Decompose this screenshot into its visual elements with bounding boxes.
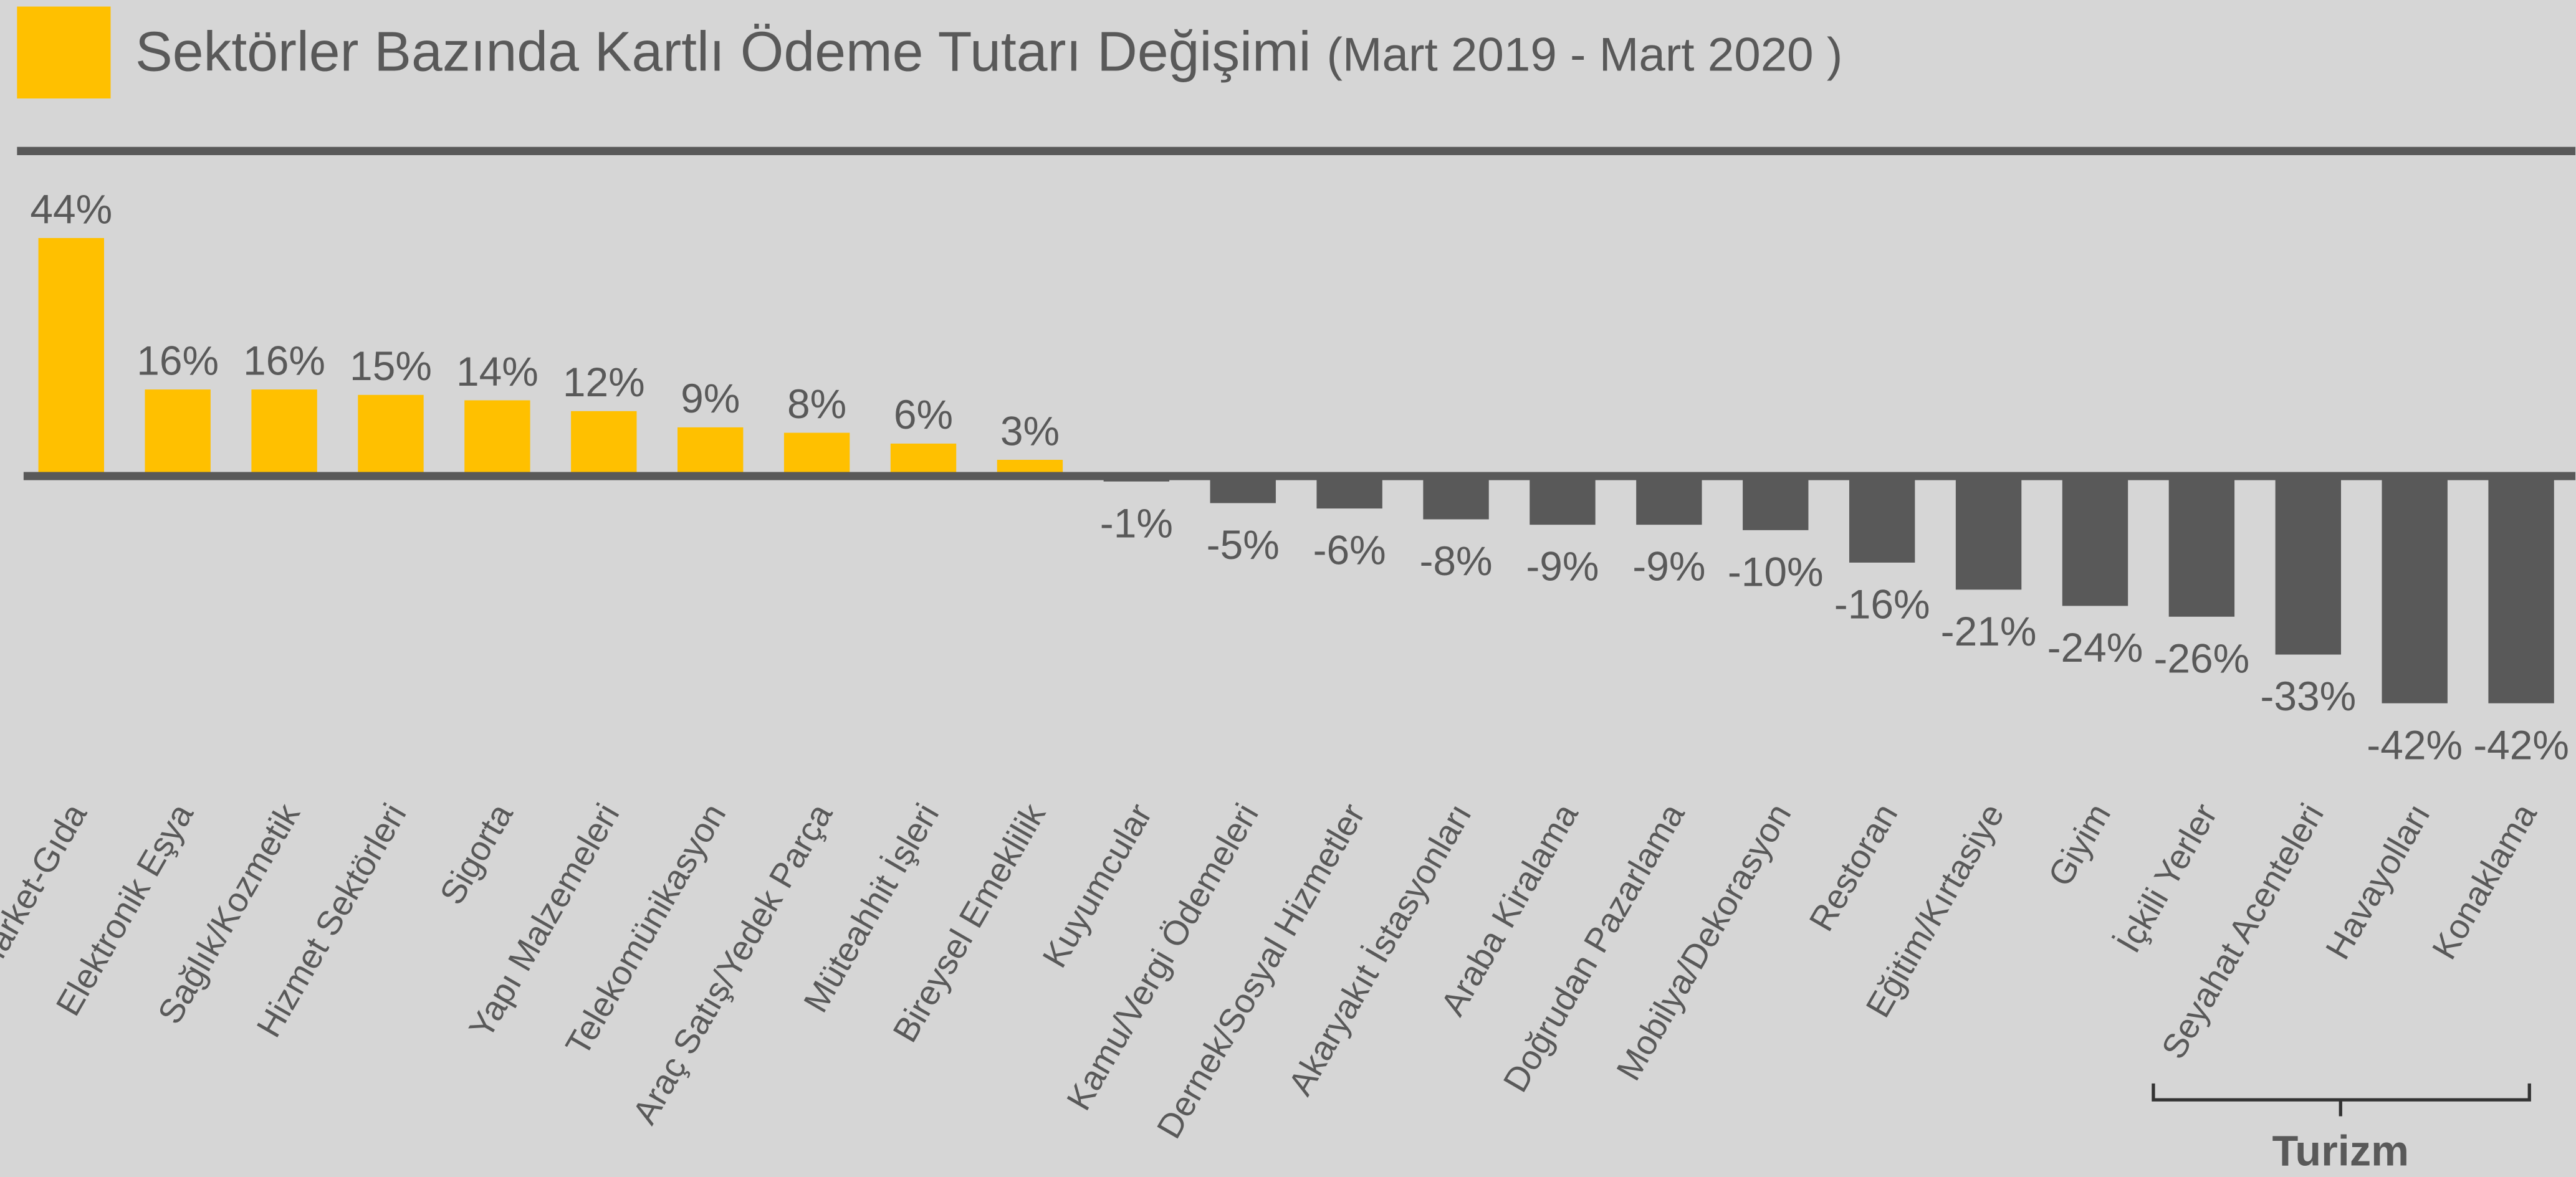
data-label: 16% bbox=[243, 337, 325, 383]
bar bbox=[2382, 476, 2448, 703]
bar bbox=[2275, 476, 2341, 655]
title: Sektörler Bazında Kartlı Ödeme Tutarı De… bbox=[135, 20, 1311, 82]
data-label: -5% bbox=[1207, 522, 1280, 568]
title-marker bbox=[17, 6, 111, 99]
data-label: 9% bbox=[681, 375, 740, 421]
data-label: -24% bbox=[2047, 624, 2143, 670]
bar bbox=[678, 427, 744, 477]
data-label: -1% bbox=[1100, 500, 1173, 546]
bar bbox=[1530, 476, 1596, 525]
data-label: -10% bbox=[1728, 548, 1824, 594]
bar bbox=[251, 389, 317, 477]
bar bbox=[464, 400, 530, 477]
data-label: -9% bbox=[1632, 543, 1705, 589]
data-label: 6% bbox=[894, 391, 953, 437]
data-label: 16% bbox=[136, 337, 219, 383]
bar bbox=[890, 443, 957, 477]
bar bbox=[1423, 476, 1489, 520]
bar bbox=[783, 432, 850, 477]
data-label: -16% bbox=[1834, 581, 1930, 627]
subtitle: (Mart 2019 - Mart 2020 ) bbox=[1326, 28, 1842, 81]
bar bbox=[2168, 476, 2235, 617]
bar bbox=[2062, 476, 2128, 606]
chart-title: Sektörler Bazında Kartlı Ödeme Tutarı De… bbox=[135, 20, 1842, 82]
data-label: -6% bbox=[1313, 527, 1386, 573]
data-label: 12% bbox=[563, 359, 645, 405]
data-label: -33% bbox=[2260, 673, 2356, 719]
data-label: -26% bbox=[2154, 635, 2250, 681]
data-label: -8% bbox=[1419, 538, 1492, 584]
bar bbox=[145, 389, 211, 477]
bar bbox=[1849, 476, 1915, 563]
bar bbox=[1743, 476, 1809, 530]
data-label: -9% bbox=[1526, 543, 1599, 589]
bar bbox=[2488, 476, 2554, 703]
bar bbox=[1316, 476, 1382, 509]
data-label: -42% bbox=[2473, 722, 2569, 768]
bar bbox=[358, 394, 424, 477]
data-label: 15% bbox=[350, 343, 432, 389]
data-label: -21% bbox=[1941, 608, 2037, 654]
bar bbox=[1955, 476, 2022, 590]
bar bbox=[571, 411, 637, 477]
data-label: 8% bbox=[787, 381, 846, 427]
annotation: Turizm bbox=[2272, 1127, 2409, 1175]
bar bbox=[38, 238, 104, 477]
data-label: 3% bbox=[1000, 407, 1060, 454]
bar bbox=[1636, 476, 1702, 525]
data-label: 14% bbox=[456, 348, 539, 394]
bar bbox=[1210, 476, 1276, 503]
data-label: -42% bbox=[2367, 722, 2463, 768]
data-label: 44% bbox=[30, 186, 112, 232]
bracket bbox=[2152, 1083, 2531, 1117]
